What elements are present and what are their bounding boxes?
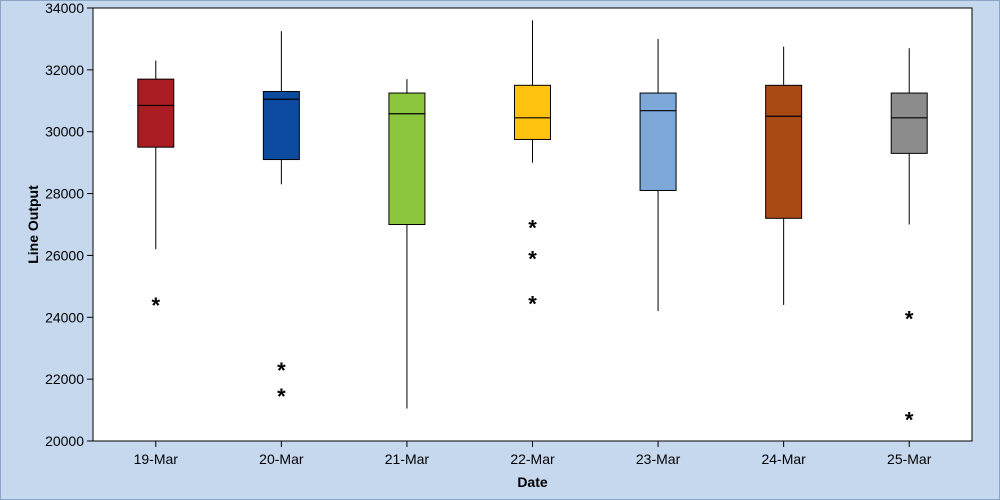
- y-tick-label: 20000: [45, 433, 84, 449]
- y-tick-label: 24000: [45, 309, 84, 325]
- x-tick-label: 22-Mar: [510, 451, 555, 467]
- outlier-marker: *: [528, 291, 537, 316]
- box-25-Mar: [890, 92, 928, 154]
- y-tick-label: 32000: [45, 62, 84, 78]
- box-24-Mar: [765, 84, 803, 219]
- x-tick-label: 21-Mar: [385, 451, 430, 467]
- box-22-Mar: [514, 84, 551, 140]
- x-tick-label: 25-Mar: [887, 451, 932, 467]
- outlier-marker: *: [277, 358, 286, 383]
- box-19-Mar: [137, 78, 175, 148]
- outlier-marker: *: [905, 307, 914, 332]
- x-tick-label: 24-Mar: [761, 451, 806, 467]
- x-tick-label: 19-Mar: [134, 451, 179, 467]
- outlier-marker: *: [528, 216, 537, 241]
- x-tick-label: 20-Mar: [259, 451, 304, 467]
- outlier-marker: *: [152, 293, 161, 318]
- y-axis-title: Line Output: [25, 185, 41, 264]
- y-tick-label: 22000: [45, 371, 84, 387]
- y-tick-label: 34000: [45, 0, 84, 16]
- x-axis-title: Date: [517, 474, 548, 490]
- box-20-Mar: [262, 91, 300, 161]
- outlier-marker: *: [277, 384, 286, 409]
- y-tick-label: 26000: [45, 247, 84, 263]
- y-tick-label: 28000: [45, 186, 84, 202]
- outlier-marker: *: [528, 246, 537, 271]
- box-21-Mar: [388, 92, 426, 225]
- box-23-Mar: [639, 92, 677, 191]
- outlier-marker: *: [905, 407, 914, 432]
- x-tick-label: 23-Mar: [636, 451, 681, 467]
- y-tick-label: 30000: [45, 124, 84, 140]
